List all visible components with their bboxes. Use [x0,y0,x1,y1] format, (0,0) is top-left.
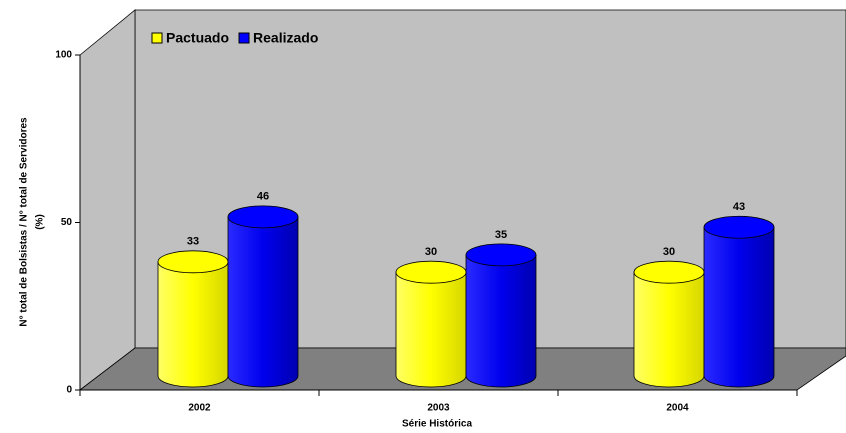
bar-top [395,260,467,284]
data-label: 43 [733,201,745,213]
x-tick-label: 2003 [427,403,450,414]
bar [633,271,705,388]
bar-top [465,243,537,267]
y-tick-label: 100 [55,50,72,61]
data-label: 33 [187,236,199,248]
y-tick-label: 50 [61,217,73,228]
bar [703,226,775,388]
x-axis-title: Série Histórica [402,419,472,430]
data-label: 46 [257,191,269,203]
y-tick-label: 0 [66,385,72,396]
bar [157,261,229,388]
bar-top [227,205,299,229]
y-axis-title: N° total de Bolsistas / N° total de Serv… [19,117,30,327]
x-tick-label: 2004 [666,403,689,414]
side-wall [79,9,136,391]
data-label: 35 [495,229,507,241]
x-tick-label: 2002 [188,403,211,414]
bar [227,216,299,388]
bar-top [633,260,705,284]
bar [395,271,467,388]
data-label: 30 [425,246,437,258]
legend-label: Realizado [253,30,318,46]
legend-label: Pactuado [166,30,229,46]
legend-swatch [151,32,163,44]
bar-top [157,250,229,274]
y-axis-title: (%) [35,214,46,230]
data-label: 30 [663,246,675,258]
legend-swatch [238,32,250,44]
bar [465,254,537,388]
bar-top [703,215,775,239]
